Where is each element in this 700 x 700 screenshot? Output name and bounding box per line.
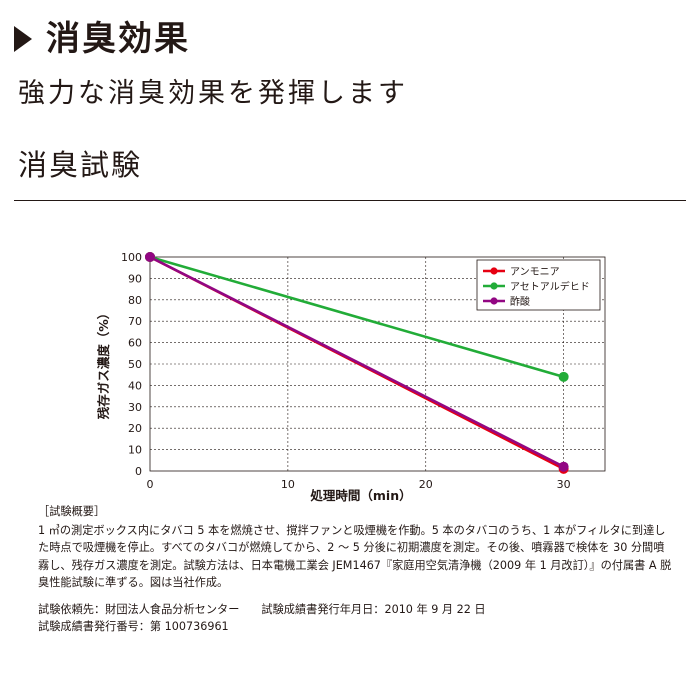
y-tick-label: 50 (128, 358, 142, 371)
tick-labels: 0 10 20 30 40 50 60 70 80 90 100 0 10 20 30 (121, 251, 571, 491)
data-point-3 (145, 252, 155, 262)
legend-label: アンモニア (510, 267, 560, 278)
legend-swatch-point (490, 297, 498, 305)
series-line-2 (148, 255, 565, 379)
legend-label: アセトアルデヒド (510, 280, 590, 293)
page-heading: 消臭効果 (14, 22, 190, 56)
y-axis-label: 残存ガス濃度（%） (96, 307, 111, 420)
y-tick-label: 60 (128, 337, 142, 350)
y-tick-label: 10 (128, 444, 142, 457)
legend-swatch-point (490, 282, 498, 290)
x-axis-label: 処理時間（min） (309, 488, 411, 503)
series-line-3 (148, 255, 565, 469)
y-tick-label: 100 (121, 251, 142, 264)
page-title: 消臭効果 (46, 19, 190, 59)
data-point-3 (558, 461, 569, 472)
y-tick-label: 70 (128, 315, 142, 328)
test-client: 試験依頼先：財団法人食品分析センター (38, 603, 240, 617)
notes-meta: 試験依頼先：財団法人食品分析センター 試験成績書発行年月日：2010 年 9 月 … (38, 601, 672, 618)
legend-label: 酢酸 (510, 295, 530, 308)
data-point-2 (558, 371, 569, 382)
y-tick-label: 80 (128, 294, 142, 307)
y-tick-label: 30 (128, 401, 142, 414)
report-number: 試験成績書発行番号：第 100736961 (38, 620, 229, 634)
y-tick-label: 0 (135, 465, 142, 478)
report-issue-date: 試験成績書発行年月日：2010 年 9 月 22 日 (261, 603, 486, 617)
x-tick-label: 30 (557, 478, 571, 491)
series-group (145, 252, 569, 474)
legend-swatch-point (490, 267, 498, 275)
axes (149, 256, 606, 472)
x-tick-label: 20 (419, 478, 433, 491)
page-subtitle: 強力な消臭効果を発揮します (18, 78, 408, 109)
divider (14, 200, 686, 201)
triangle-bullet-icon (14, 26, 32, 52)
plot-frame (149, 256, 606, 472)
y-tick-label: 20 (128, 422, 142, 435)
y-tick-label: 40 (128, 379, 142, 392)
notes-body: 1 ㎥の測定ボックス内にタバコ 5 本を燃焼させ、撹拌ファンと吸煙機を作動。5 … (38, 524, 672, 589)
x-tick-label: 10 (281, 478, 295, 491)
notes-heading: ［試験概要］ (38, 505, 106, 518)
section-title: 消臭試験 (18, 148, 143, 182)
x-tick-label: 0 (147, 478, 154, 491)
y-tick-label: 90 (128, 272, 142, 285)
test-notes: ［試験概要］ 1 ㎥の測定ボックス内にタバコ 5 本を燃焼させ、撹拌ファンと吸煙… (38, 503, 672, 635)
